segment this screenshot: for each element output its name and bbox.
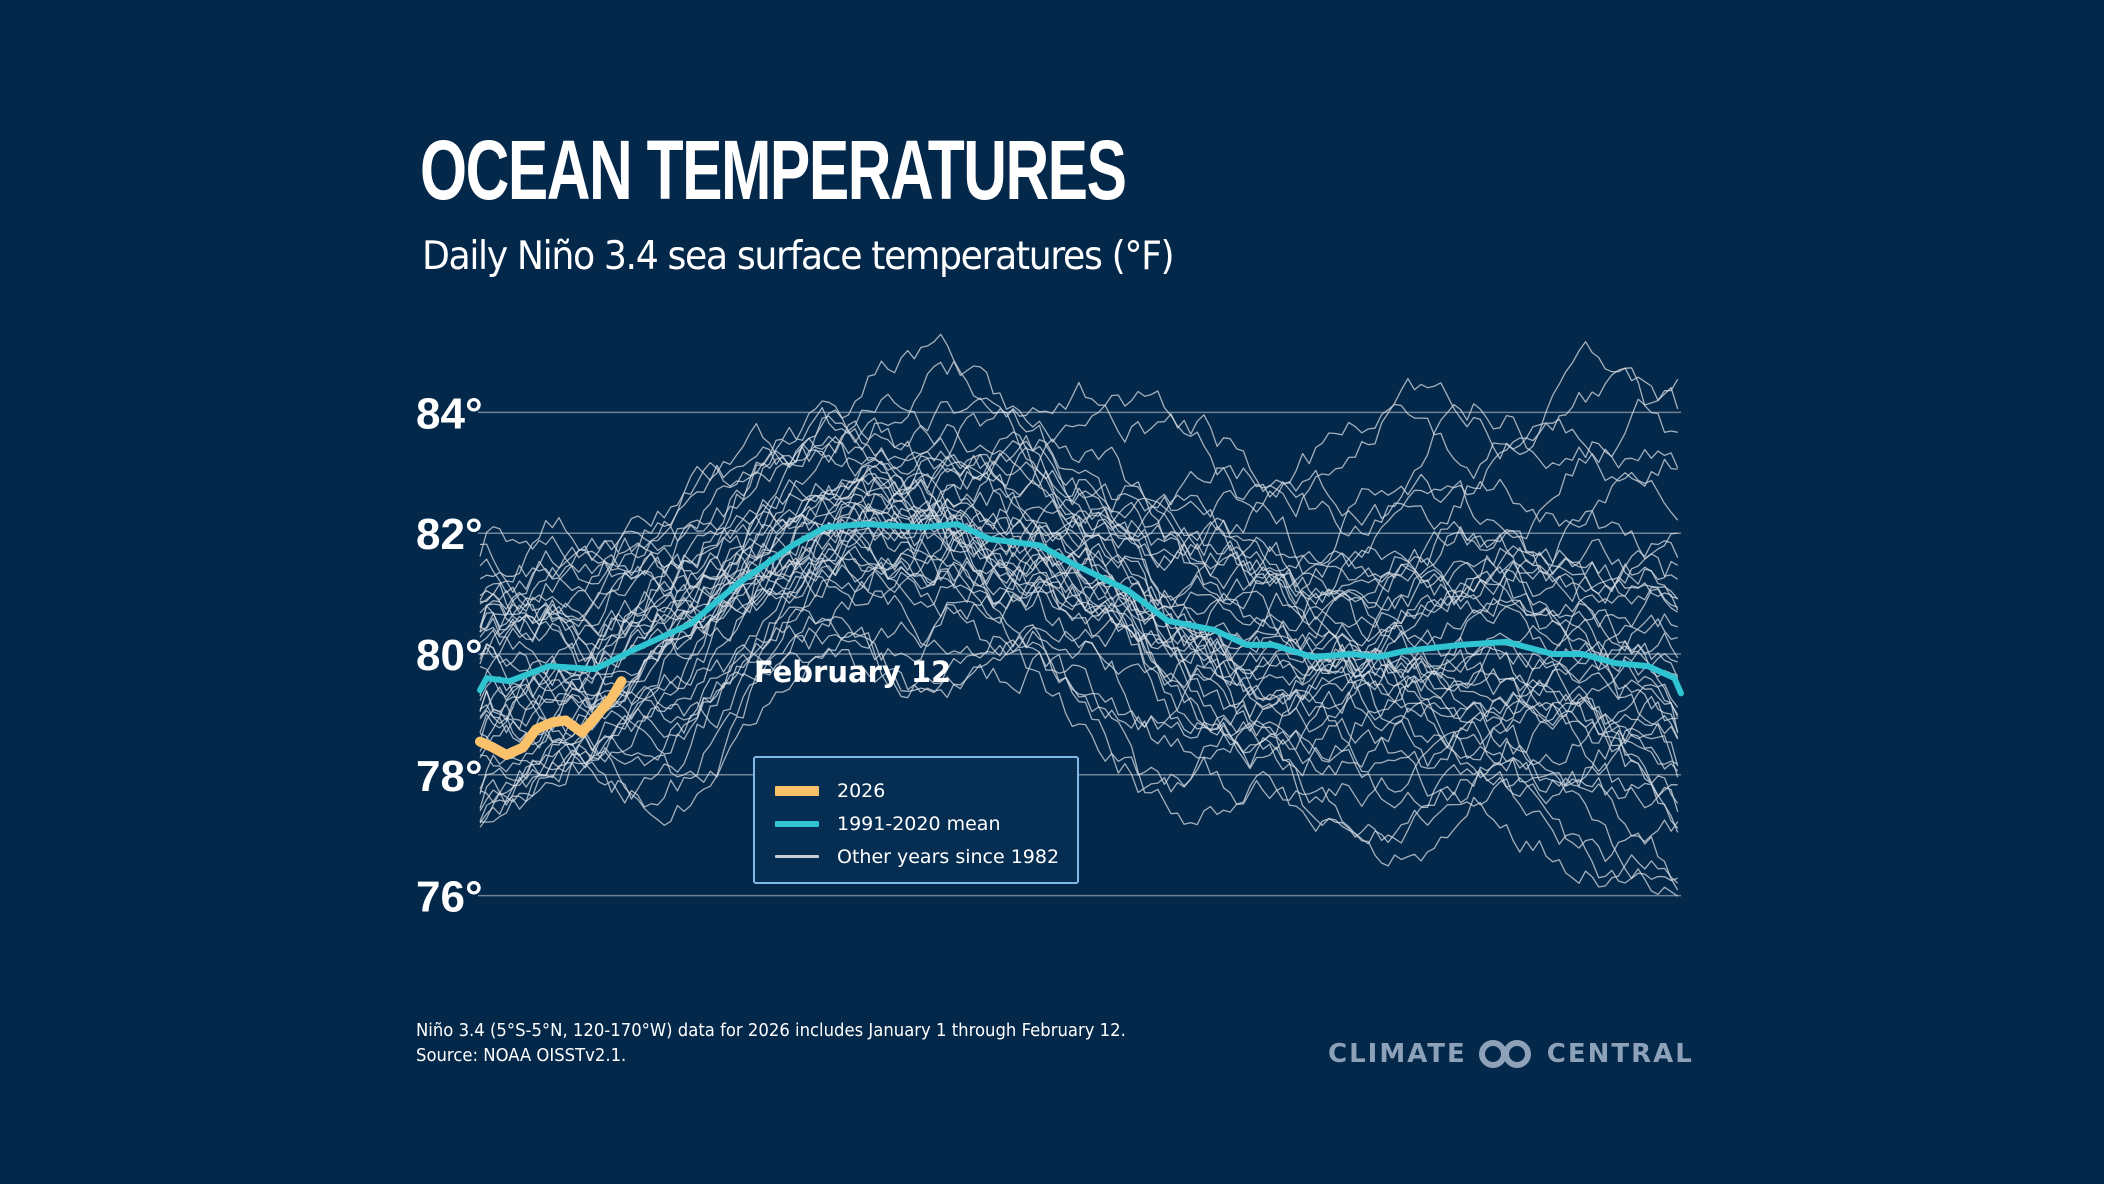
other-year-line bbox=[479, 483, 1679, 766]
other-year-line bbox=[479, 500, 1678, 722]
other-year-line bbox=[479, 455, 1678, 650]
legend-swatch-mean bbox=[775, 820, 819, 827]
y-tick-label: 80° bbox=[416, 631, 483, 680]
other-year-line bbox=[479, 436, 1678, 667]
annotation-february-12: February 12 bbox=[754, 655, 951, 689]
other-year-line bbox=[479, 615, 1679, 863]
other-year-line bbox=[479, 360, 1679, 657]
other-year-line bbox=[479, 512, 1679, 734]
legend-item-mean: 1991-2020 mean bbox=[755, 807, 1077, 840]
legend-swatch-2026 bbox=[775, 785, 819, 796]
y-axis-ticks: 84° 82° 80° 78° 76° bbox=[416, 389, 483, 921]
legend-label-2026: 2026 bbox=[837, 779, 886, 802]
footnote-line-1: Niño 3.4 (5°S-5°N, 120-170°W) data for 2… bbox=[416, 1021, 1126, 1041]
logo-text-left: CLIMATE bbox=[1328, 1039, 1467, 1069]
other-year-line bbox=[479, 527, 1679, 741]
other-year-line bbox=[479, 600, 1679, 812]
other-year-line bbox=[479, 479, 1679, 742]
other-year-line bbox=[479, 473, 1678, 711]
climate-central-logo: CLIMATE CENTRAL bbox=[1328, 1039, 1694, 1069]
other-year-line bbox=[479, 528, 1679, 793]
legend-label-other: Other years since 1982 bbox=[837, 845, 1060, 868]
legend-item-2026: 2026 bbox=[755, 774, 1077, 807]
y-tick-label: 84° bbox=[416, 389, 483, 438]
other-year-line bbox=[479, 446, 1678, 752]
mean-series bbox=[477, 521, 1684, 697]
other-year-line bbox=[479, 543, 1678, 812]
legend-label-mean: 1991-2020 mean bbox=[837, 812, 1001, 835]
other-year-line bbox=[479, 378, 1679, 795]
y-tick-label: 82° bbox=[416, 510, 483, 559]
footnote: Niño 3.4 (5°S-5°N, 120-170°W) data for 2… bbox=[416, 1019, 1126, 1069]
y-tick-label: 76° bbox=[416, 873, 483, 922]
logo-text-right: CENTRAL bbox=[1546, 1039, 1694, 1069]
other-year-line bbox=[479, 466, 1679, 740]
other-years-series bbox=[479, 333, 1679, 897]
footnote-source: Source: NOAA OISSTv2.1. bbox=[416, 1046, 627, 1066]
chart-subtitle: Daily Niño 3.4 sea surface temperatures … bbox=[422, 234, 1175, 279]
legend-item-other: Other years since 1982 bbox=[755, 840, 1077, 873]
logo-rings-icon bbox=[1478, 1040, 1535, 1068]
legend-swatch-other bbox=[775, 855, 819, 858]
other-year-line bbox=[479, 453, 1678, 697]
legend: 2026 1991-2020 mean Other years since 19… bbox=[753, 756, 1079, 884]
other-year-line bbox=[479, 435, 1679, 744]
other-year-line bbox=[479, 626, 1679, 897]
other-year-line bbox=[479, 397, 1678, 609]
other-year-line bbox=[479, 644, 1679, 888]
other-year-line bbox=[479, 526, 1679, 733]
mean-line bbox=[477, 521, 1684, 697]
other-year-line bbox=[479, 595, 1679, 828]
other-year-line bbox=[479, 575, 1678, 809]
series-2026 bbox=[475, 676, 627, 760]
gridlines bbox=[478, 411, 1681, 897]
other-year-line bbox=[479, 333, 1678, 627]
other-year-line bbox=[479, 524, 1679, 718]
line-2026 bbox=[475, 676, 627, 760]
y-tick-label: 78° bbox=[416, 752, 483, 801]
chart-title: OCEAN TEMPERATURES bbox=[420, 123, 1127, 217]
other-year-line bbox=[479, 487, 1679, 742]
other-year-line bbox=[479, 393, 1679, 611]
other-year-line bbox=[479, 406, 1679, 633]
other-year-line bbox=[479, 448, 1679, 765]
